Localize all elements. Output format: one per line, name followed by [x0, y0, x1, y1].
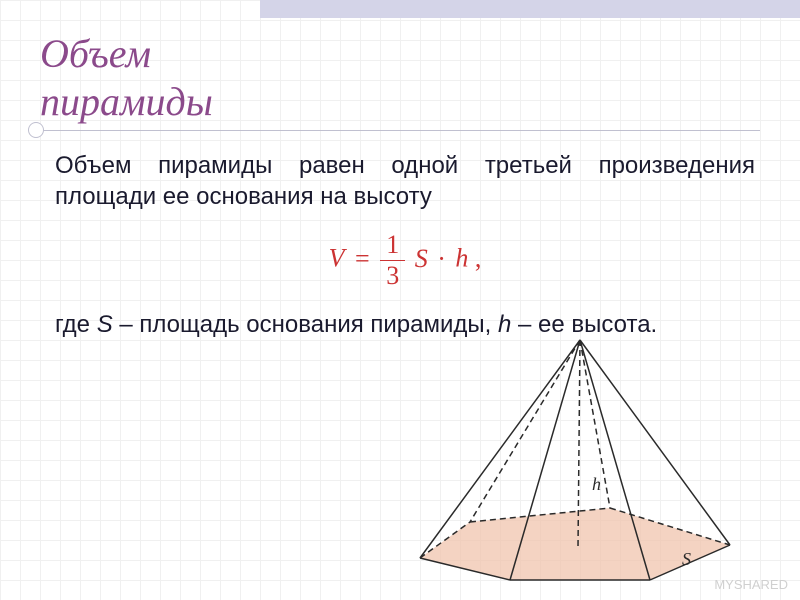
top-accent-bar — [260, 0, 800, 18]
pyramid-label-h: h — [592, 474, 601, 494]
pyramid-diagram: h S — [350, 330, 770, 590]
watermark-text: MYSHARED — [714, 577, 788, 592]
formula-fraction: 1 3 — [380, 230, 405, 291]
formula-v: V — [329, 244, 345, 273]
pyramid-svg: h S — [350, 330, 770, 590]
formula-dot: · — [437, 244, 446, 273]
formula-s: S — [415, 244, 428, 273]
formula-equals: = — [355, 244, 370, 273]
definition-paragraph: Объем пирамиды равен одной третьей произ… — [55, 150, 755, 212]
explanation-pre: где — [55, 311, 97, 338]
formula-denominator: 3 — [380, 261, 405, 291]
formula-h: h — [455, 244, 468, 273]
pyramid-lateral-back — [470, 340, 610, 522]
pyramid-label-s: S — [682, 549, 691, 569]
explanation-s: S — [97, 311, 113, 338]
title-line-1: Объем — [40, 30, 213, 78]
horizontal-rule — [40, 130, 760, 131]
content-area: Объем пирамиды равен одной третьей произ… — [55, 150, 755, 341]
bullet-marker — [28, 122, 44, 138]
volume-formula: V = 1 3 S · h , — [55, 230, 755, 291]
page-title: Объем пирамиды — [40, 30, 213, 126]
formula-comma: , — [475, 244, 482, 273]
formula-numerator: 1 — [380, 230, 405, 261]
title-line-2: пирамиды — [40, 78, 213, 126]
